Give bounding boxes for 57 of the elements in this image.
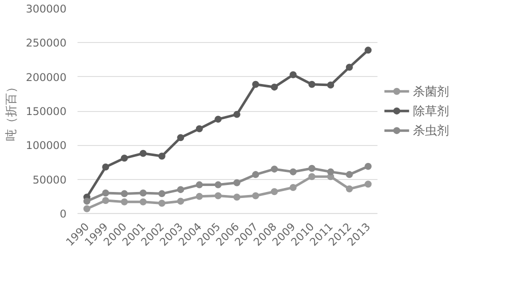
- y-axis-title: 吨（折百）: [4, 81, 18, 141]
- point: [327, 168, 334, 176]
- y-tick-label: 0: [60, 208, 67, 220]
- y-tick-label: 300000: [26, 2, 67, 16]
- point: [290, 168, 297, 176]
- point: [346, 64, 353, 71]
- point: [233, 110, 240, 118]
- point: [158, 190, 166, 198]
- point: [158, 152, 166, 160]
- point: [158, 200, 166, 207]
- legend-label: 除草剂: [412, 104, 449, 118]
- point: [233, 194, 240, 201]
- point: [252, 171, 260, 178]
- point: [364, 180, 372, 188]
- y-tick-label: 250000: [26, 36, 67, 50]
- point: [290, 71, 297, 78]
- y-tick-label: 50000: [32, 173, 67, 186]
- point: [196, 181, 203, 188]
- point: [346, 185, 353, 192]
- point: [214, 181, 222, 188]
- point: [290, 184, 297, 192]
- y-tick-label: 100000: [26, 139, 67, 152]
- point: [252, 80, 260, 88]
- point: [214, 192, 222, 200]
- point: [177, 198, 184, 205]
- point: [83, 198, 90, 205]
- point: [308, 173, 316, 180]
- point: [308, 80, 316, 88]
- point: [102, 164, 110, 171]
- legend-label: 杀虫剂: [412, 124, 449, 138]
- point: [270, 84, 278, 91]
- point: [120, 154, 128, 162]
- point: [177, 134, 184, 142]
- y-tick-label: 150000: [26, 105, 67, 118]
- point: [364, 162, 372, 170]
- point: [140, 198, 147, 206]
- point: [140, 190, 147, 196]
- point: [270, 166, 278, 173]
- point: [346, 171, 353, 178]
- point: [102, 197, 110, 204]
- point: [196, 125, 203, 132]
- point: [364, 46, 372, 54]
- point: [177, 186, 184, 194]
- point: [102, 190, 110, 196]
- point: [270, 188, 278, 196]
- point: [252, 192, 260, 200]
- point: [327, 82, 334, 89]
- point: [120, 198, 128, 206]
- point: [214, 116, 222, 123]
- point: [120, 190, 128, 198]
- legend-label: 杀菌剂: [412, 84, 449, 98]
- point: [196, 192, 203, 200]
- point: [308, 164, 316, 172]
- point: [83, 205, 90, 212]
- point: [140, 150, 147, 157]
- y-tick-label: 200000: [26, 70, 67, 84]
- point: [233, 179, 240, 186]
